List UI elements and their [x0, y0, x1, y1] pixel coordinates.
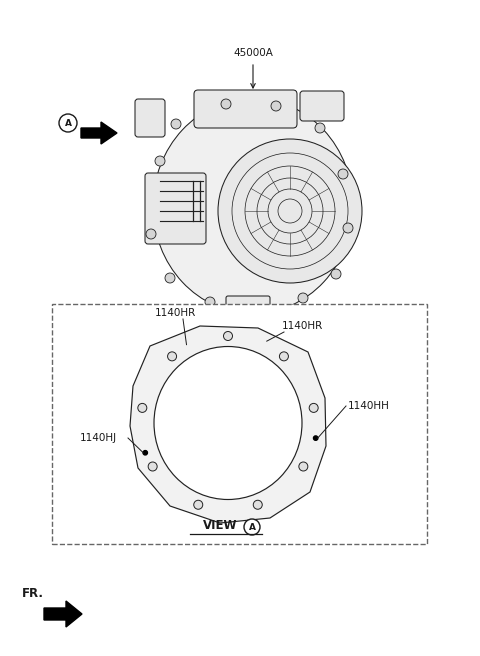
Circle shape [194, 501, 203, 509]
Circle shape [218, 139, 362, 283]
Circle shape [309, 403, 318, 413]
Text: VIEW: VIEW [203, 519, 237, 532]
FancyBboxPatch shape [135, 99, 165, 137]
Polygon shape [81, 122, 117, 144]
Circle shape [331, 269, 341, 279]
Polygon shape [130, 326, 326, 523]
Circle shape [298, 293, 308, 303]
Circle shape [143, 451, 147, 455]
Text: A: A [64, 119, 72, 127]
FancyBboxPatch shape [300, 91, 344, 121]
Polygon shape [44, 601, 82, 627]
Circle shape [168, 352, 177, 361]
Bar [52, 304, 427, 544]
Ellipse shape [154, 346, 302, 499]
Ellipse shape [153, 98, 353, 314]
Text: FR.: FR. [22, 587, 44, 600]
FancyBboxPatch shape [145, 173, 206, 244]
Circle shape [224, 331, 232, 340]
Circle shape [251, 303, 261, 313]
Circle shape [165, 273, 175, 283]
Circle shape [221, 99, 231, 109]
Circle shape [244, 519, 260, 535]
Circle shape [205, 297, 215, 307]
FancyBboxPatch shape [226, 296, 270, 316]
Circle shape [59, 114, 77, 132]
Circle shape [253, 501, 262, 509]
Circle shape [171, 119, 181, 129]
Circle shape [315, 123, 325, 133]
Text: 1140HJ: 1140HJ [80, 433, 117, 443]
Text: A: A [249, 522, 255, 531]
Text: 1140HR: 1140HR [155, 308, 196, 318]
Circle shape [338, 169, 348, 179]
Circle shape [155, 156, 165, 166]
Circle shape [279, 352, 288, 361]
Circle shape [343, 223, 353, 233]
FancyBboxPatch shape [194, 90, 297, 128]
Text: 45000A: 45000A [233, 48, 273, 58]
Text: 1140HR: 1140HR [282, 321, 323, 331]
Circle shape [138, 403, 147, 413]
Circle shape [313, 436, 318, 440]
Circle shape [299, 462, 308, 471]
Circle shape [146, 229, 156, 239]
Circle shape [148, 462, 157, 471]
Text: 1140HH: 1140HH [348, 401, 390, 411]
Circle shape [271, 101, 281, 111]
